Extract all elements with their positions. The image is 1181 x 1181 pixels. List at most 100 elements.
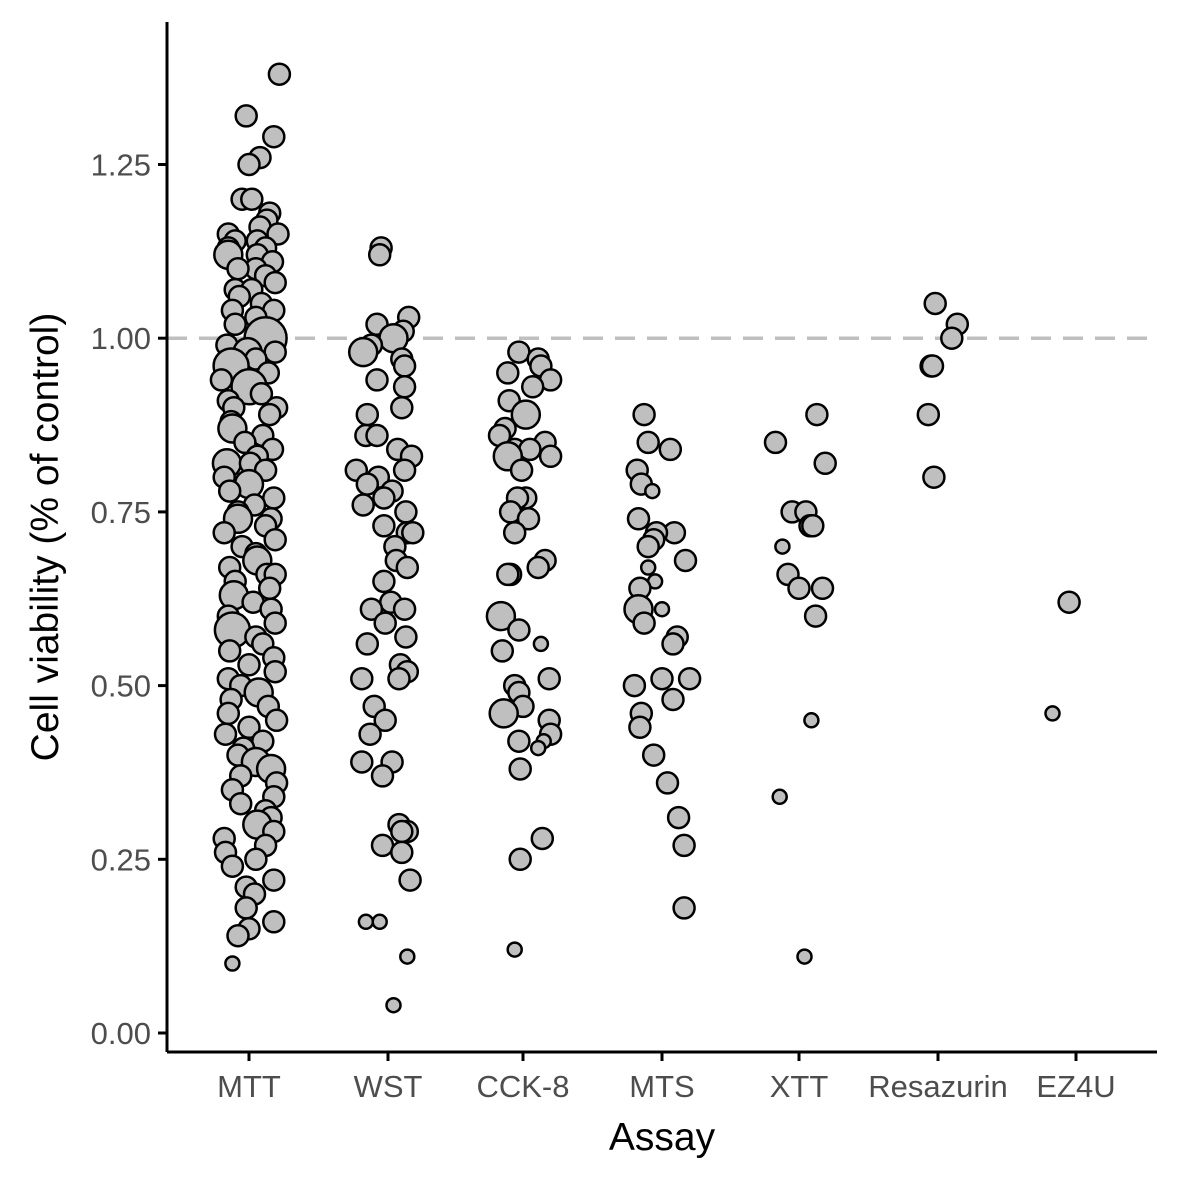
data-point — [920, 354, 945, 378]
y-axis-title: Cell viability (% of control) — [24, 313, 67, 762]
data-point — [510, 399, 542, 430]
x-tick-label: CCK-8 — [476, 1069, 569, 1104]
data-point — [262, 486, 286, 510]
data-point — [398, 868, 422, 892]
data-point — [372, 486, 396, 510]
data-point — [805, 402, 829, 427]
data-point — [763, 430, 788, 455]
data-point — [399, 948, 416, 965]
x-tick-label: MTS — [629, 1069, 694, 1104]
data-point — [372, 514, 396, 538]
x-tick-label: WST — [354, 1069, 423, 1104]
data-point — [385, 996, 402, 1014]
data-point — [787, 576, 811, 601]
data-point — [507, 618, 531, 642]
data-points — [209, 62, 1081, 1014]
data-point — [653, 600, 671, 618]
data-point — [532, 635, 550, 653]
data-point — [355, 632, 380, 656]
data-point — [263, 527, 287, 552]
data-point — [263, 340, 287, 364]
data-point — [639, 559, 657, 576]
x-tick-label: EZ4U — [1036, 1069, 1115, 1104]
data-point — [392, 354, 417, 378]
data-point — [357, 913, 375, 931]
data-point — [390, 395, 414, 420]
data-point — [1044, 705, 1061, 722]
data-point — [628, 715, 652, 740]
data-point — [217, 639, 242, 663]
data-point — [395, 555, 420, 580]
data-point — [213, 722, 238, 746]
data-point — [244, 847, 268, 872]
y-tick-label: 0.00 — [91, 1016, 151, 1051]
data-point — [373, 708, 397, 733]
data-point — [516, 507, 541, 531]
data-point — [666, 805, 691, 830]
data-point — [263, 270, 287, 295]
data-point — [347, 336, 379, 368]
data-point — [622, 673, 647, 698]
data-point — [394, 500, 418, 524]
data-point — [262, 910, 286, 934]
y-tick-label: 1.25 — [91, 148, 151, 183]
data-point — [351, 493, 375, 517]
data-point — [223, 312, 247, 337]
data-point — [394, 625, 418, 649]
data-point — [262, 124, 286, 149]
data-point — [234, 896, 258, 920]
data-point — [530, 826, 555, 851]
data-point — [803, 712, 820, 729]
data-point — [226, 256, 250, 281]
data-point — [387, 666, 411, 691]
x-axis-ticks: MTT WST CCK-8 MTS XTT Resazurin EZ4U — [217, 1052, 1116, 1104]
data-point — [392, 597, 417, 621]
data-point — [636, 534, 660, 559]
data-point — [370, 764, 395, 788]
data-point — [810, 576, 835, 601]
data-point — [650, 666, 674, 691]
data-point — [526, 555, 550, 580]
data-point — [249, 382, 274, 406]
data-point — [636, 430, 660, 455]
data-point — [401, 520, 425, 545]
data-point — [224, 955, 241, 972]
data-point — [677, 666, 702, 691]
data-point — [390, 840, 414, 865]
data-point — [496, 361, 520, 385]
data-point — [216, 701, 241, 726]
data-point — [923, 291, 947, 316]
data-point — [209, 368, 234, 392]
data-point — [263, 659, 287, 684]
data-point — [234, 104, 258, 128]
data-point — [237, 653, 261, 677]
data-point — [672, 833, 696, 858]
data-point — [506, 941, 523, 958]
data-point — [626, 507, 651, 531]
data-point — [372, 569, 396, 594]
data-point — [490, 639, 515, 663]
data-point — [507, 729, 531, 753]
y-tick-label: 0.50 — [91, 669, 151, 704]
data-point — [644, 482, 661, 500]
data-point — [796, 948, 813, 965]
data-point — [672, 896, 696, 920]
data-point — [771, 788, 788, 806]
data-point — [813, 451, 837, 476]
data-point — [212, 520, 236, 545]
data-point — [350, 750, 374, 774]
data-point — [220, 854, 245, 878]
data-point — [801, 514, 825, 538]
data-point — [641, 743, 666, 767]
data-point — [507, 340, 531, 364]
data-point — [263, 611, 287, 635]
data-point — [538, 444, 563, 469]
data-point — [373, 611, 397, 635]
data-point — [264, 708, 289, 733]
x-axis-title: Assay — [609, 1116, 716, 1159]
data-point — [217, 479, 242, 503]
data-point — [365, 423, 389, 448]
data-point — [803, 604, 828, 628]
data-point — [390, 819, 414, 844]
